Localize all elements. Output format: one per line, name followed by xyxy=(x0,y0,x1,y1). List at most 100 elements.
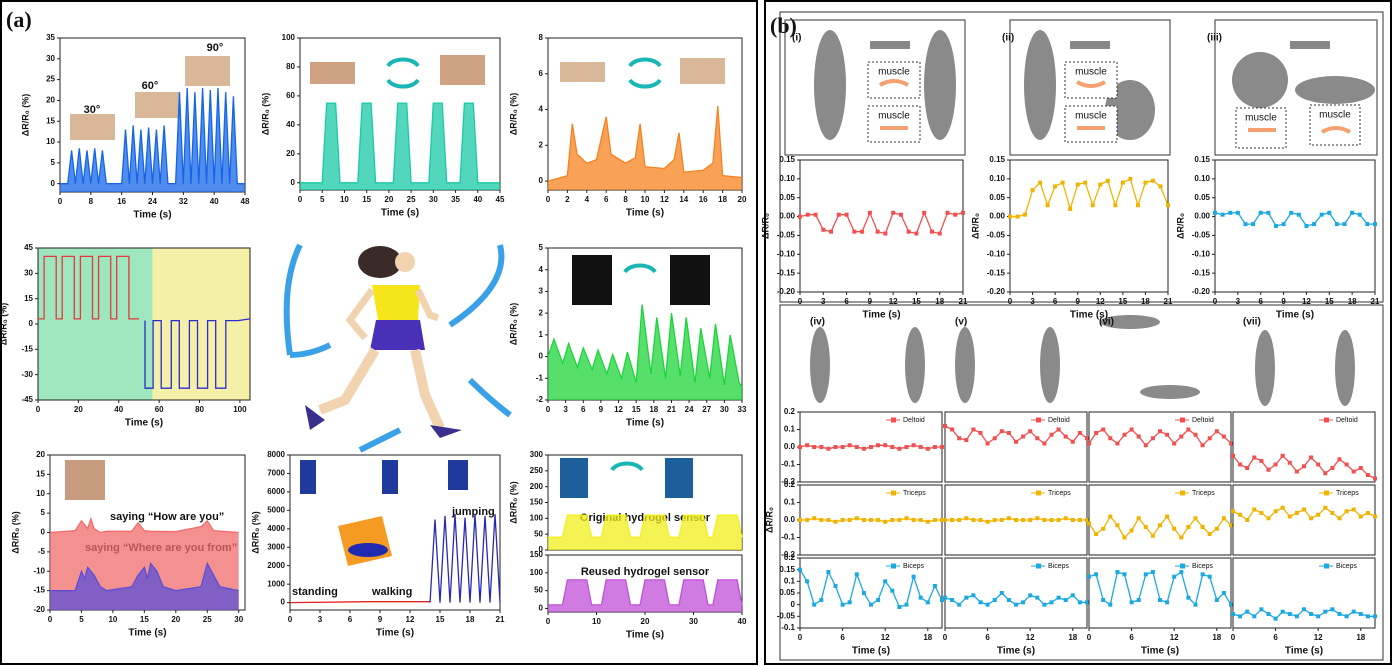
marker xyxy=(993,598,997,602)
marker xyxy=(1014,440,1018,444)
y-tick-label: -2 xyxy=(536,395,544,404)
marker xyxy=(812,603,816,607)
marker xyxy=(883,232,887,236)
y-tick-label: -30 xyxy=(21,370,33,379)
x-tick-label: 18 xyxy=(718,195,727,204)
x-tick-label: 6 xyxy=(1273,633,1278,642)
marker xyxy=(1222,591,1226,595)
marker xyxy=(1215,598,1219,602)
marker xyxy=(1172,442,1176,446)
marker xyxy=(914,232,918,236)
x-tick-label: 18 xyxy=(466,615,475,624)
marker xyxy=(1038,181,1042,185)
x-axis-label: Time (s) xyxy=(852,646,890,657)
marker xyxy=(819,518,823,522)
marker xyxy=(1144,443,1148,447)
illustration-label: (ii) xyxy=(1002,33,1014,44)
x-tick-label: 3 xyxy=(1030,297,1035,306)
y-tick-label: 0 xyxy=(539,604,544,613)
x-axis-label: Time (s) xyxy=(862,310,900,321)
marker xyxy=(883,443,887,447)
marker xyxy=(1057,518,1061,522)
marker xyxy=(1050,433,1054,437)
marker xyxy=(1352,508,1356,512)
marker xyxy=(1201,572,1205,576)
x-tick-label: 48 xyxy=(241,197,250,206)
x-tick-label: 12 xyxy=(1314,633,1323,642)
marker xyxy=(1215,429,1219,433)
marker xyxy=(1274,617,1278,621)
marker xyxy=(1338,612,1342,616)
marker xyxy=(1245,518,1249,522)
y-tick-label: 5000 xyxy=(267,505,285,514)
chart-title: Reused hydrogel sensor xyxy=(581,566,710,578)
y-tick-label: 10 xyxy=(36,489,45,498)
annotation: 90° xyxy=(207,42,224,54)
y-tick-label: -0.05 xyxy=(777,611,796,620)
marker xyxy=(841,518,845,522)
marker xyxy=(1008,215,1012,219)
x-tick-label: 15 xyxy=(1118,297,1127,306)
marker xyxy=(993,518,997,522)
y-tick-label: 10 xyxy=(46,137,55,146)
marker xyxy=(1035,596,1039,600)
marker xyxy=(798,518,802,522)
marker xyxy=(945,211,949,215)
y-tick-label: -20 xyxy=(33,605,45,614)
y-tick-label: -45 xyxy=(21,395,33,404)
illustration-text: muscle xyxy=(1075,111,1107,122)
x-tick-label: 18 xyxy=(1348,297,1357,306)
legend-marker xyxy=(1036,491,1041,496)
y-tick-label: 4000 xyxy=(267,524,285,533)
legend-label: Triceps xyxy=(1048,490,1071,497)
x-tick-label: 30 xyxy=(720,405,729,414)
x-tick-label: 14 xyxy=(679,195,688,204)
y-tick-label: 0.0 xyxy=(784,442,796,451)
x-tick-label: 20 xyxy=(171,615,180,624)
x-tick-label: 20 xyxy=(74,405,83,414)
marker xyxy=(1123,433,1127,437)
x-tick-label: 15 xyxy=(362,195,371,204)
marker xyxy=(869,445,873,449)
marker xyxy=(1085,518,1089,522)
marker xyxy=(1359,612,1363,616)
marker xyxy=(1098,183,1102,187)
marker xyxy=(912,518,916,522)
marker xyxy=(1266,211,1270,215)
y-tick-label: -0.1 xyxy=(781,460,795,469)
marker xyxy=(814,213,818,217)
marker xyxy=(1302,508,1306,512)
legend-marker xyxy=(1324,418,1329,423)
y-tick-label: -1 xyxy=(536,373,544,382)
x-tick-label: 0 xyxy=(58,197,63,206)
marker xyxy=(1231,612,1235,616)
x-tick-label: 6 xyxy=(581,405,586,414)
marker xyxy=(834,520,838,524)
marker xyxy=(1071,440,1075,444)
y-tick-label: 6000 xyxy=(267,487,285,496)
marker xyxy=(819,598,823,602)
marker xyxy=(1035,516,1039,520)
marker xyxy=(1165,433,1169,437)
x-tick-label: 8 xyxy=(89,197,94,206)
x-tick-label: 0 xyxy=(1213,297,1218,306)
marker xyxy=(1085,600,1089,604)
marker xyxy=(1345,614,1349,618)
marker xyxy=(1028,518,1032,522)
marker xyxy=(993,436,997,440)
marker xyxy=(1144,572,1148,576)
illustration-label: (i) xyxy=(792,33,801,44)
marker xyxy=(926,447,930,451)
marker xyxy=(1316,463,1320,467)
legend-label: Biceps xyxy=(903,563,925,570)
marker xyxy=(1007,516,1011,520)
y-tick-label: -10 xyxy=(33,566,45,575)
marker xyxy=(926,520,930,524)
marker xyxy=(1158,523,1162,527)
plot-frame xyxy=(1215,160,1375,292)
marker xyxy=(1087,575,1091,579)
marker xyxy=(1304,224,1308,228)
marker xyxy=(848,443,852,447)
marker xyxy=(1028,593,1032,597)
x-tick-label: 30 xyxy=(429,195,438,204)
